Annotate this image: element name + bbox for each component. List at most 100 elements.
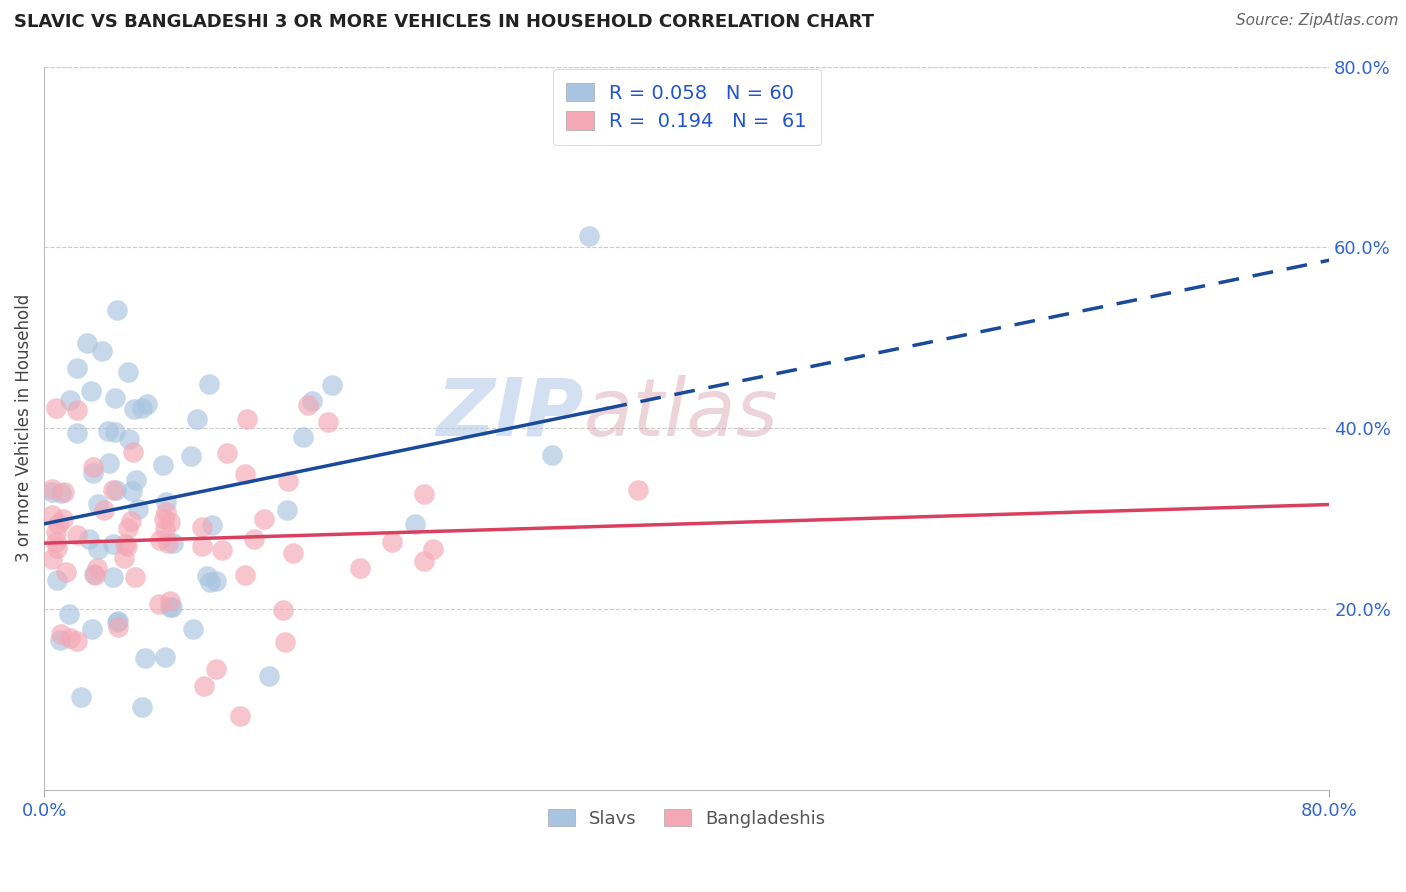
- Point: [180, 449, 202, 463]
- Point: [131, 401, 153, 415]
- Point: [77, 532, 100, 546]
- Point: [215, 446, 238, 460]
- Point: [321, 377, 343, 392]
- Point: [291, 430, 314, 444]
- Point: [87, 541, 110, 556]
- Point: [41, 552, 63, 566]
- Point: [277, 475, 299, 489]
- Point: [198, 574, 221, 589]
- Point: [53, 485, 76, 500]
- Point: [198, 376, 221, 391]
- Point: [191, 519, 214, 533]
- Point: [82, 466, 104, 480]
- Point: [82, 460, 104, 475]
- Point: [297, 398, 319, 412]
- Point: [117, 366, 139, 380]
- Point: [41, 508, 63, 522]
- Point: [65, 528, 87, 542]
- Point: [45, 535, 67, 549]
- Point: [125, 473, 148, 487]
- Point: [301, 394, 323, 409]
- Point: [86, 561, 108, 575]
- Y-axis label: 3 or more Vehicles in Household: 3 or more Vehicles in Household: [15, 294, 32, 562]
- Point: [83, 566, 105, 581]
- Point: [134, 651, 156, 665]
- Point: [104, 392, 127, 406]
- Text: ZIP: ZIP: [436, 375, 583, 453]
- Point: [124, 569, 146, 583]
- Point: [45, 573, 67, 587]
- Point: [66, 360, 89, 375]
- Point: [211, 542, 233, 557]
- Point: [59, 631, 82, 645]
- Point: [271, 603, 294, 617]
- Point: [87, 497, 110, 511]
- Point: [66, 634, 89, 648]
- Point: [80, 384, 103, 398]
- Point: [45, 524, 67, 539]
- Point: [627, 483, 650, 497]
- Point: [66, 425, 89, 440]
- Point: [107, 620, 129, 634]
- Point: [59, 392, 82, 407]
- Point: [205, 662, 228, 676]
- Point: [257, 669, 280, 683]
- Point: [49, 632, 72, 647]
- Point: [233, 567, 256, 582]
- Point: [55, 565, 77, 579]
- Point: [41, 484, 63, 499]
- Point: [153, 522, 176, 536]
- Point: [541, 448, 564, 462]
- Point: [162, 535, 184, 549]
- Point: [229, 709, 252, 723]
- Point: [66, 403, 89, 417]
- Point: [41, 482, 63, 496]
- Point: [197, 569, 219, 583]
- Text: SLAVIC VS BANGLADESHI 3 OR MORE VEHICLES IN HOUSEHOLD CORRELATION CHART: SLAVIC VS BANGLADESHI 3 OR MORE VEHICLES…: [14, 13, 875, 31]
- Point: [159, 515, 181, 529]
- Point: [45, 541, 67, 555]
- Point: [205, 574, 228, 588]
- Point: [112, 551, 135, 566]
- Point: [51, 627, 73, 641]
- Point: [107, 614, 129, 628]
- Point: [276, 503, 298, 517]
- Point: [155, 505, 177, 519]
- Point: [105, 615, 128, 630]
- Point: [186, 412, 208, 426]
- Point: [82, 622, 104, 636]
- Point: [121, 484, 143, 499]
- Point: [181, 622, 204, 636]
- Point: [131, 700, 153, 714]
- Point: [101, 483, 124, 497]
- Point: [149, 533, 172, 547]
- Point: [381, 534, 404, 549]
- Point: [148, 597, 170, 611]
- Point: [45, 401, 67, 415]
- Legend: Slavs, Bangladeshis: Slavs, Bangladeshis: [540, 802, 832, 835]
- Point: [70, 690, 93, 704]
- Point: [93, 503, 115, 517]
- Point: [191, 539, 214, 553]
- Point: [117, 521, 139, 535]
- Point: [52, 512, 75, 526]
- Text: Source: ZipAtlas.com: Source: ZipAtlas.com: [1236, 13, 1399, 29]
- Point: [127, 501, 149, 516]
- Point: [101, 536, 124, 550]
- Point: [118, 432, 141, 446]
- Point: [193, 679, 215, 693]
- Point: [103, 570, 125, 584]
- Point: [117, 539, 139, 553]
- Point: [155, 494, 177, 508]
- Point: [349, 560, 371, 574]
- Point: [274, 635, 297, 649]
- Point: [152, 458, 174, 472]
- Point: [97, 425, 120, 439]
- Point: [160, 600, 183, 615]
- Point: [120, 514, 142, 528]
- Point: [201, 517, 224, 532]
- Point: [46, 516, 69, 531]
- Point: [316, 415, 339, 429]
- Point: [114, 537, 136, 551]
- Point: [49, 486, 72, 500]
